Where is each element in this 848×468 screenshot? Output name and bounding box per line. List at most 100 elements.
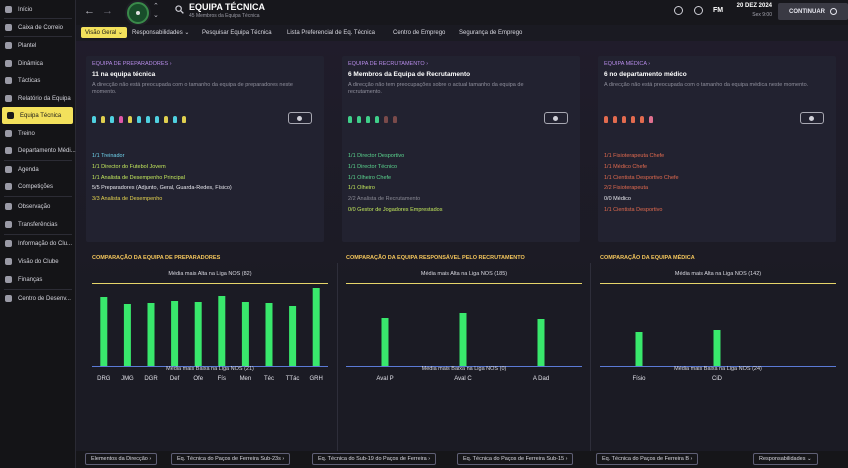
staff-avatar[interactable] xyxy=(182,116,186,123)
staff-avatar[interactable] xyxy=(92,116,96,123)
bar-CiD[interactable] xyxy=(713,330,721,366)
staff-avatar[interactable] xyxy=(101,116,105,123)
sidebar-item-club-vision[interactable]: Visão do Clube xyxy=(0,253,76,270)
search-icon[interactable] xyxy=(175,5,184,14)
staff-role-line[interactable]: 1/1 Cientista Desportivo Chefe xyxy=(604,174,679,181)
staff-avatar[interactable] xyxy=(348,116,352,123)
staff-role-line[interactable]: 1/1 Médico Chefe xyxy=(604,163,648,170)
sidebar-item-medical[interactable]: Departamento Médi... xyxy=(0,142,76,159)
staff-avatar[interactable] xyxy=(110,116,114,123)
staff-avatar[interactable] xyxy=(128,116,132,123)
staff-role-line[interactable]: 1/1 Fisioterapeuta Chefe xyxy=(604,153,665,159)
staff-role-line[interactable]: 5/5 Preparadores (Adjunto, Geral, Guarda… xyxy=(92,185,232,192)
club-badge[interactable] xyxy=(127,2,149,24)
staff-avatar[interactable] xyxy=(604,116,608,123)
staff-avatar[interactable] xyxy=(622,116,626,123)
staff-avatar[interactable] xyxy=(155,116,159,123)
staff-avatar[interactable] xyxy=(384,116,388,123)
sidebar-item-club-info[interactable]: Informação do Clu... xyxy=(0,235,76,252)
recruitment-staff-link[interactable]: EQUIPA DE RECRUTAMENTO › xyxy=(348,61,429,67)
staff-role-line[interactable]: 1/1 Director Desportivo xyxy=(348,153,405,159)
staff-avatar[interactable] xyxy=(146,116,150,123)
staff-avatar[interactable] xyxy=(631,116,635,123)
sidebar-item-competitions[interactable]: Competições xyxy=(0,178,76,195)
chevron-down-icon[interactable]: ⌄ xyxy=(153,12,159,19)
fm-logo[interactable]: FM xyxy=(713,7,724,14)
forward-arrow-icon[interactable]: → xyxy=(102,5,113,17)
staff-avatar[interactable] xyxy=(393,116,397,123)
b-team-staff-chip[interactable]: Eq. Técnica do Paços de Ferreira B › xyxy=(596,453,699,465)
staff-role-line[interactable]: 0/0 Médico xyxy=(604,196,631,203)
staff-avatar[interactable] xyxy=(119,116,123,123)
bar-DGR[interactable] xyxy=(147,303,155,366)
staff-filter-button[interactable] xyxy=(288,112,312,124)
chevron-up-icon[interactable]: ⌃ xyxy=(153,3,159,10)
sidebar-item-inbox[interactable]: Caixa de Correio xyxy=(0,19,76,36)
staff-avatar[interactable] xyxy=(164,116,168,123)
back-arrow-icon[interactable]: ← xyxy=(84,5,95,17)
staff-avatar[interactable] xyxy=(613,116,617,123)
help-icon[interactable] xyxy=(694,6,703,15)
sidebar-item-dynamics[interactable]: Dinâmica xyxy=(0,55,76,72)
staff-role-line[interactable]: 0/0 Gestor de Jogadores Emprestados xyxy=(348,206,443,213)
staff-avatar[interactable] xyxy=(366,116,370,123)
staff-role-line[interactable]: 1/1 Director Técnico xyxy=(348,163,398,170)
tab-search-staff[interactable]: Pesquisar Equipa Técnica xyxy=(202,29,272,36)
sidebar-item-staff[interactable]: Equipa Técnica xyxy=(2,107,73,124)
sidebar-item-development[interactable]: Centro de Desenv... xyxy=(0,290,76,307)
profile-icon[interactable] xyxy=(674,6,683,15)
staff-filter-button[interactable] xyxy=(544,112,568,124)
staff-filter-button[interactable] xyxy=(800,112,824,124)
tab-shortlist[interactable]: Lista Preferencial de Eq. Técnica xyxy=(287,29,375,36)
staff-avatar[interactable] xyxy=(357,116,361,123)
bar-Téc[interactable] xyxy=(265,303,273,366)
sidebar-item-calendar[interactable]: Agenda xyxy=(0,161,76,178)
sidebar-item-transfers[interactable]: Transferências xyxy=(0,216,76,233)
sidebar-item-home[interactable]: Início xyxy=(0,1,76,18)
medical-staff-link[interactable]: EQUIPA MÉDICA › xyxy=(604,61,651,67)
responsibilities-dropdown[interactable]: Responsabilidades ⌄ xyxy=(753,453,818,465)
bar-Fís[interactable] xyxy=(218,296,226,366)
tab-overview[interactable]: Visão Geral ⌄ xyxy=(81,27,127,38)
staff-role-line[interactable]: 1/1 Director do Futebol Jovem xyxy=(92,163,166,170)
staff-avatar[interactable] xyxy=(173,116,177,123)
staff-role-line[interactable]: 1/1 Olheiro Chefe xyxy=(348,174,392,181)
bar-JMG[interactable] xyxy=(123,304,131,366)
bar-Men[interactable] xyxy=(241,302,249,366)
bar-A Dad[interactable] xyxy=(537,319,545,366)
sidebar-item-finances[interactable]: Finanças xyxy=(0,271,76,288)
sidebar-item-team-report[interactable]: Relatório da Equipa xyxy=(0,90,76,107)
bar-Def[interactable] xyxy=(171,301,179,366)
coaching-staff-link[interactable]: EQUIPA DE PREPARADORES › xyxy=(92,61,172,67)
bar-DRG[interactable] xyxy=(100,297,108,366)
staff-role-line[interactable]: 1/1 Cientista Desportivo xyxy=(604,206,663,213)
board-members-chip[interactable]: Elementos da Direcção › xyxy=(85,453,158,465)
staff-role-line[interactable]: 2/2 Fisioterapeuta xyxy=(604,185,649,192)
staff-avatar[interactable] xyxy=(137,116,141,123)
staff-role-line[interactable]: 2/2 Analista de Recrutamento xyxy=(348,196,421,203)
staff-avatar[interactable] xyxy=(640,116,644,123)
tab-job-security[interactable]: Segurança de Emprego xyxy=(459,29,523,36)
bar-Físio[interactable] xyxy=(635,332,643,366)
tab-job-centre[interactable]: Centro de Emprego xyxy=(393,29,446,36)
staff-role-line[interactable]: 1/1 Treinador xyxy=(92,153,125,159)
u23-staff-chip[interactable]: Eq. Técnica do Paços de Ferreira Sub-23s… xyxy=(171,453,291,465)
u15-staff-chip[interactable]: Eq. Técnica do Paços de Ferreira Sub-15 … xyxy=(457,453,574,465)
sidebar-item-squad[interactable]: Plantel xyxy=(0,37,76,54)
bar-Aval P[interactable] xyxy=(381,318,389,366)
staff-avatar[interactable] xyxy=(649,116,653,123)
staff-role-line[interactable]: 1/1 Analista de Desempenho Principal xyxy=(92,174,185,181)
staff-role-line[interactable]: 1/1 Olheiro xyxy=(348,185,375,192)
u19-staff-chip[interactable]: Eq. Técnica do Sub-19 do Paços de Ferrei… xyxy=(312,453,437,465)
sidebar-item-training[interactable]: Treino xyxy=(0,125,76,142)
staff-role-line[interactable]: 3/3 Analista de Desempenho xyxy=(92,196,163,203)
bar-Ofe[interactable] xyxy=(194,302,202,366)
tab-responsibilities[interactable]: Responsabilidades ⌄ xyxy=(132,30,190,36)
continue-button[interactable]: CONTINUAR xyxy=(778,3,848,20)
sidebar-item-tactics[interactable]: Tácticas xyxy=(0,72,76,89)
staff-avatar[interactable] xyxy=(375,116,379,123)
bar-GRH[interactable] xyxy=(312,288,320,366)
sidebar-item-scouting[interactable]: Observação xyxy=(0,198,76,215)
bar-Aval C[interactable] xyxy=(459,313,467,366)
bar-TTác[interactable] xyxy=(289,306,297,366)
